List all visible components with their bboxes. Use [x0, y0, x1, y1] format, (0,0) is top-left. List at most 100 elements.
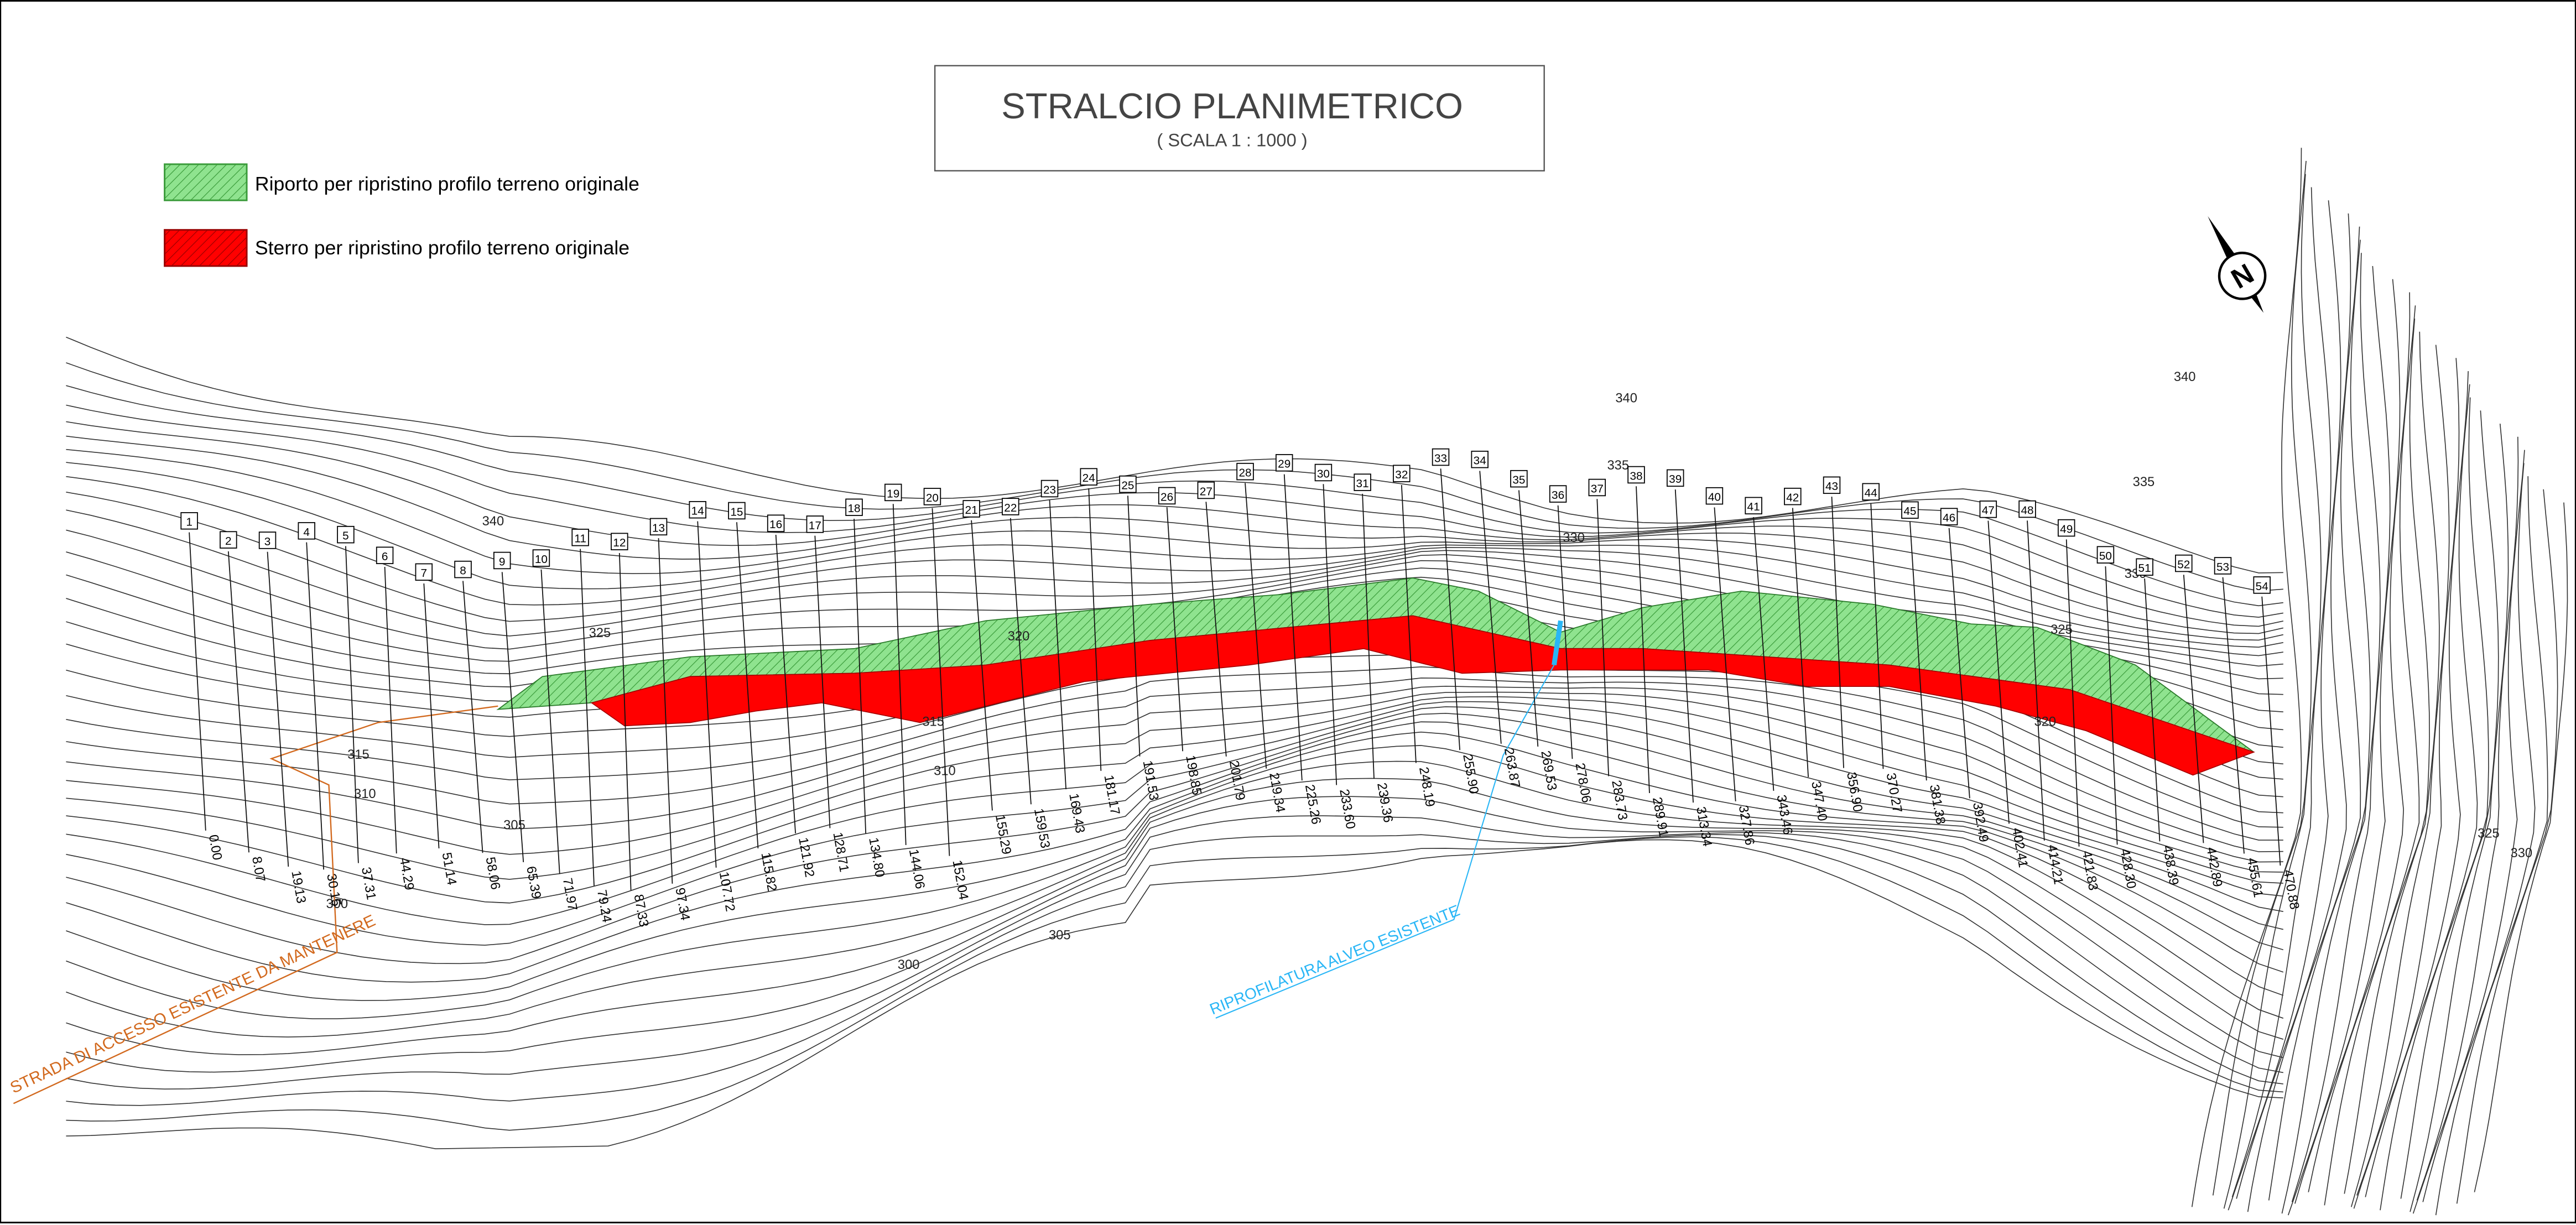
contour-line — [66, 836, 2283, 1131]
section-box — [1393, 465, 1411, 482]
section-line — [892, 504, 907, 845]
section-box — [1784, 487, 1802, 505]
section-number: 3 — [264, 535, 271, 548]
section-box — [532, 549, 550, 567]
section-box — [180, 512, 198, 530]
channel-axis — [1552, 620, 1563, 666]
contour-label: 340 — [1615, 390, 1637, 405]
section-box — [1197, 481, 1215, 499]
section-number: 50 — [2099, 550, 2112, 562]
progressive-label: 347.40 — [1808, 780, 1830, 822]
section-number: 10 — [535, 553, 548, 566]
contour-label: 315 — [922, 714, 944, 729]
section-line — [854, 519, 867, 834]
road-label: STRADA DI ACCESSO ESISTENTE DA MANTENERE — [7, 911, 378, 1097]
section-line — [1401, 484, 1417, 763]
section-box — [728, 502, 746, 520]
section-number: 40 — [1708, 491, 1721, 504]
section-line — [931, 508, 950, 856]
contour-line — [66, 834, 2283, 1106]
section-box — [923, 488, 941, 505]
section-line — [580, 549, 595, 886]
contour-line — [66, 362, 2283, 592]
section-line — [1714, 507, 1736, 801]
progressive-label: 107.72 — [716, 870, 738, 913]
contour-line — [2344, 331, 2440, 1194]
section-line — [384, 566, 397, 854]
progressive-label: 155.29 — [992, 814, 1014, 856]
contour-line — [2291, 265, 2391, 1202]
contour-line — [66, 677, 2283, 852]
section-box — [767, 514, 785, 532]
section-box — [454, 560, 472, 578]
progressive-label: 181.17 — [1101, 774, 1122, 816]
contour-label: 315 — [347, 747, 370, 762]
contour-line — [2474, 502, 2568, 1192]
section-line — [2105, 566, 2118, 845]
section-line — [1674, 489, 1694, 803]
contour-label: 305 — [1049, 927, 1071, 942]
section-number: 4 — [303, 526, 310, 539]
section-line — [501, 572, 524, 862]
progressive-label: 79.24 — [594, 889, 615, 924]
progressive-label: 392.49 — [1970, 801, 1991, 843]
title-box — [934, 65, 1545, 171]
section-line — [1557, 505, 1573, 759]
section-box — [493, 551, 511, 570]
section-line — [227, 551, 249, 853]
contour-line — [2353, 371, 2469, 1209]
contour-line — [2191, 148, 2302, 1207]
contour-line — [66, 691, 2283, 880]
progressive-label: 8.07 — [249, 856, 268, 883]
section-box — [376, 546, 394, 564]
progressive-label: 414.21 — [2044, 843, 2066, 885]
progressive-label: 428.30 — [2117, 848, 2139, 890]
section-box — [2214, 557, 2232, 575]
section-number: 20 — [926, 492, 939, 504]
section-number: 24 — [1083, 472, 1095, 484]
progressive-label: 343.46 — [1773, 794, 1795, 836]
scale: ( SCALA 1 : 1000 ) — [1157, 129, 1307, 150]
progressive-label: 283.73 — [1609, 779, 1630, 821]
contour-line — [66, 449, 2283, 641]
section-line — [1127, 496, 1141, 757]
section-number: 27 — [1200, 485, 1212, 498]
section-number: 46 — [1943, 512, 1955, 524]
section-box — [1823, 476, 1841, 494]
section-number: 1 — [186, 516, 192, 529]
contour-line — [2308, 305, 2420, 1192]
contours — [66, 148, 2568, 1216]
section-number: 29 — [1278, 458, 1290, 471]
progressive-label: 121.92 — [795, 836, 817, 878]
legend-swatch-fill — [164, 163, 248, 201]
cut-area — [590, 615, 2256, 776]
progressive-label: 442.89 — [2204, 846, 2225, 888]
contour-line — [2365, 384, 2478, 1197]
contour-label: 330 — [1563, 530, 1585, 545]
section-line — [971, 520, 993, 811]
section-box — [1002, 498, 1019, 515]
contour-label: 305 — [503, 817, 525, 832]
section-line — [814, 535, 831, 828]
section-line — [1205, 502, 1227, 757]
section-number: 16 — [769, 518, 782, 531]
fill-area — [496, 577, 2254, 753]
contour-line — [66, 731, 2284, 1001]
section-box — [1314, 463, 1333, 482]
progressive-label: 239.36 — [1374, 781, 1396, 823]
section-line — [1245, 483, 1267, 769]
section-number: 6 — [382, 550, 388, 563]
section-box — [845, 498, 863, 516]
contour-line — [2287, 279, 2401, 1216]
progressive-label: 37.31 — [358, 866, 379, 901]
section-number: 34 — [1474, 455, 1486, 467]
section-number: 30 — [1317, 467, 1330, 480]
section-number: 36 — [1552, 489, 1564, 502]
section-line — [1987, 520, 2010, 824]
section-line — [1909, 521, 1927, 781]
progressive-label: 402.41 — [2009, 827, 2031, 869]
progressive-label: 278.06 — [1573, 762, 1594, 804]
progressive-label: 327.86 — [1736, 804, 1757, 846]
section-line — [1479, 471, 1502, 744]
